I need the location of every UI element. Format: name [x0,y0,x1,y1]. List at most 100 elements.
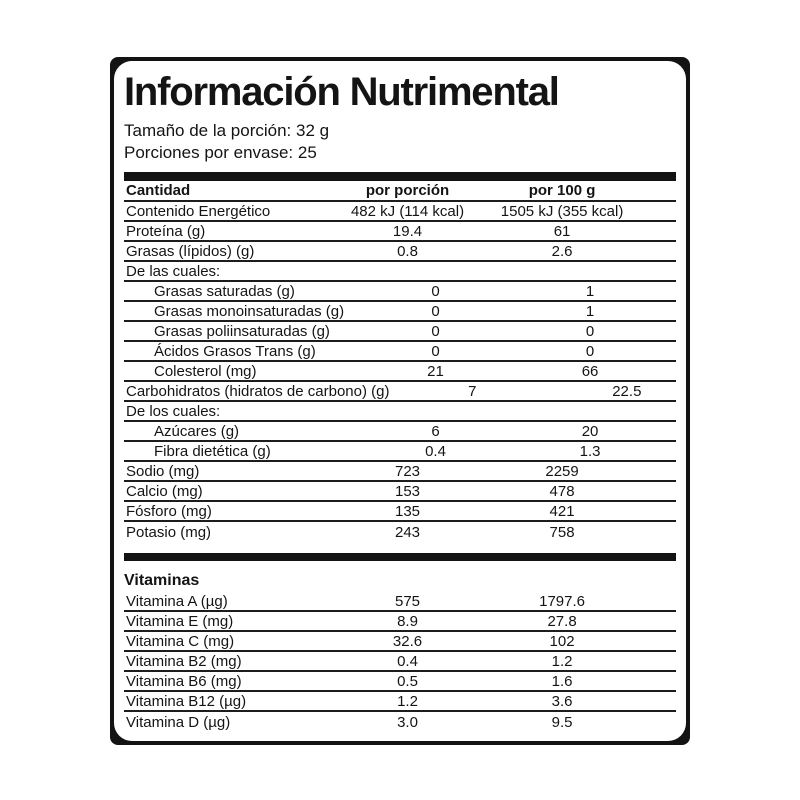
nutrient-per-serving-value: 0.4 [425,442,446,460]
nutrient-per-serving-value: 135 [395,502,421,520]
nutrient-name: Ácidos Grasos Trans (g) [154,342,316,360]
nutrient-per-100g-value: 66 [581,362,599,380]
nutrients-table: Contenido Energético 482 kJ (114 kcal) 1… [124,202,676,542]
table-row: Carbohidratos (hidratos de carbono) (g) … [124,382,676,403]
vitamin-per-serving-value: 575 [395,592,421,610]
vitamin-name: Vitamina A (µg) [126,592,228,610]
nutrient-per-serving-value: 723 [395,462,421,480]
nutrient-per-serving-value: 21 [427,362,444,380]
vitamin-per-100g-value: 1.6 [551,672,573,690]
nutrient-per-100g-value: 421 [549,502,575,520]
nutrient-per-serving-value: 482 kJ (114 kcal) [350,202,465,220]
vitamin-per-serving-value: 32.6 [392,632,423,650]
nutrient-per-serving-value: 243 [395,523,421,541]
nutrient-name: Fósforo (mg) [126,502,212,520]
nutrient-name: Grasas monoinsaturadas (g) [154,302,345,320]
vitamin-per-100g-value: 102 [549,632,575,650]
vitamin-per-100g-value: 1797.6 [539,592,586,610]
vitamin-per-100g-value: 3.6 [551,692,573,710]
nutrient-per-100g-value: 758 [549,523,575,541]
vitamin-name: Vitamina E (mg) [126,612,234,630]
table-row: Sodio (mg) 723 2259 [124,462,676,483]
nutrient-per-serving-value: 0 [431,322,440,340]
table-row: Fósforo (mg) 135 421 [124,502,676,523]
column-header-per-serving: por porción [365,182,450,200]
vitamin-name: Vitamina B6 (mg) [126,672,242,690]
nutrient-per-100g-value: 61 [553,222,571,240]
nutrient-per-100g-value: 1 [585,302,595,320]
table-row: Ácidos Grasos Trans (g) 0 0 [124,342,676,363]
table-row: Vitamina B6 (mg) 0.5 1.6 [124,672,676,693]
nutrient-per-serving-value: 0 [431,302,440,320]
nutrient-name: De las cuales: [126,262,221,280]
nutrition-label-panel: Información Nutrimental Tamaño de la por… [114,61,686,741]
vitamin-per-serving-value: 0.4 [397,652,418,670]
vitamin-per-serving-value: 1.2 [397,692,418,710]
serving-info: Tamaño de la porción: 32 g Porciones por… [124,120,676,163]
servings-per-container-line: Porciones por envase: 25 [124,142,317,162]
nutrient-name: Proteína (g) [126,222,206,240]
nutrient-per-serving-value: 153 [395,482,421,500]
serving-size-line: Tamaño de la porción: 32 g [124,121,330,141]
table-row: Vitamina B12 (µg) 1.2 3.6 [124,692,676,713]
vitamins-heading: Vitaminas [124,572,200,590]
nutrient-name: Contenido Energético [126,202,271,220]
nutrient-name: Carbohidratos (hidratos de carbono) (g) [126,382,390,400]
nutrient-name: Grasas poliinsaturadas (g) [154,322,330,340]
nutrient-name: Calcio (mg) [126,482,203,500]
nutrient-name: Fibra dietética (g) [154,442,271,460]
nutrient-per-100g-value: 1 [585,282,595,300]
label-title: Información Nutrimental [124,70,560,114]
vitamin-per-100g-value: 27.8 [547,612,577,630]
vitamin-name: Vitamina C (mg) [126,632,235,650]
vitamin-per-100g-value: 9.5 [551,713,573,731]
table-row: Grasas poliinsaturadas (g) 0 0 [124,322,676,343]
nutrient-per-100g-value: 0 [585,342,595,360]
vitamin-per-serving-value: 0.5 [397,672,418,690]
nutrient-per-100g-value: 1.3 [579,442,601,460]
nutrient-per-serving-value: 6 [431,422,440,440]
vitamin-per-serving-value: 3.0 [397,713,418,731]
nutrient-name: Grasas saturadas (g) [154,282,295,300]
nutrient-name: Grasas (lípidos) (g) [126,242,255,260]
vitamin-name: Vitamina B12 (µg) [126,692,247,710]
separator-bar-vitamins [124,553,676,562]
table-row: Colesterol (mg) 21 66 [124,362,676,383]
nutrient-per-100g-value: 22.5 [612,382,642,400]
nutrient-per-100g-value: 0 [585,322,595,340]
nutrient-per-100g-value: 20 [581,422,599,440]
table-row: Vitamina B2 (mg) 0.4 1.2 [124,652,676,673]
table-row: Fibra dietética (g) 0.4 1.3 [124,442,676,463]
table-header-row: Cantidad por porción por 100 g [124,181,676,203]
nutrient-per-serving-value: 7 [468,382,477,400]
table-row: Calcio (mg) 153 478 [124,482,676,503]
nutrient-per-100g-value: 2.6 [551,242,573,260]
vitamin-name: Vitamina B2 (mg) [126,652,242,670]
vitamin-name: Vitamina D (µg) [126,713,231,731]
vitamin-per-100g-value: 1.2 [551,652,573,670]
table-row: Grasas monoinsaturadas (g) 0 1 [124,302,676,323]
table-row: Contenido Energético 482 kJ (114 kcal) 1… [124,202,676,223]
nutrient-per-serving-value: 0.8 [397,242,418,260]
nutrition-label: Información Nutrimental Tamaño de la por… [110,57,690,745]
table-row: Grasas saturadas (g) 0 1 [124,282,676,303]
nutrient-per-serving-value: 19.4 [392,222,423,240]
nutrient-name: Colesterol (mg) [154,362,257,380]
nutrient-name: De los cuales: [126,402,221,420]
nutrient-per-serving-value: 0 [431,282,440,300]
nutrient-name: Potasio (mg) [126,523,212,541]
separator-bar-top [124,172,676,182]
nutrient-per-100g-value: 478 [549,482,575,500]
table-row: Vitamina E (mg) 8.9 27.8 [124,612,676,633]
table-row: Potasio (mg) 243 758 [124,522,676,542]
table-row: Grasas (lípidos) (g) 0.8 2.6 [124,242,676,263]
table-row: Azúcares (g) 6 20 [124,422,676,443]
nutrient-name: Azúcares (g) [154,422,240,440]
table-row: Vitamina A (µg) 575 1797.6 [124,592,676,613]
table-row: Vitamina C (mg) 32.6 102 [124,632,676,653]
nutrient-per-100g-value: 2259 [545,462,579,480]
table-row: Proteína (g) 19.4 61 [124,222,676,243]
nutrient-name: Sodio (mg) [126,462,200,480]
column-header-per-100g: por 100 g [528,182,596,200]
table-row: De las cuales: [124,262,676,283]
